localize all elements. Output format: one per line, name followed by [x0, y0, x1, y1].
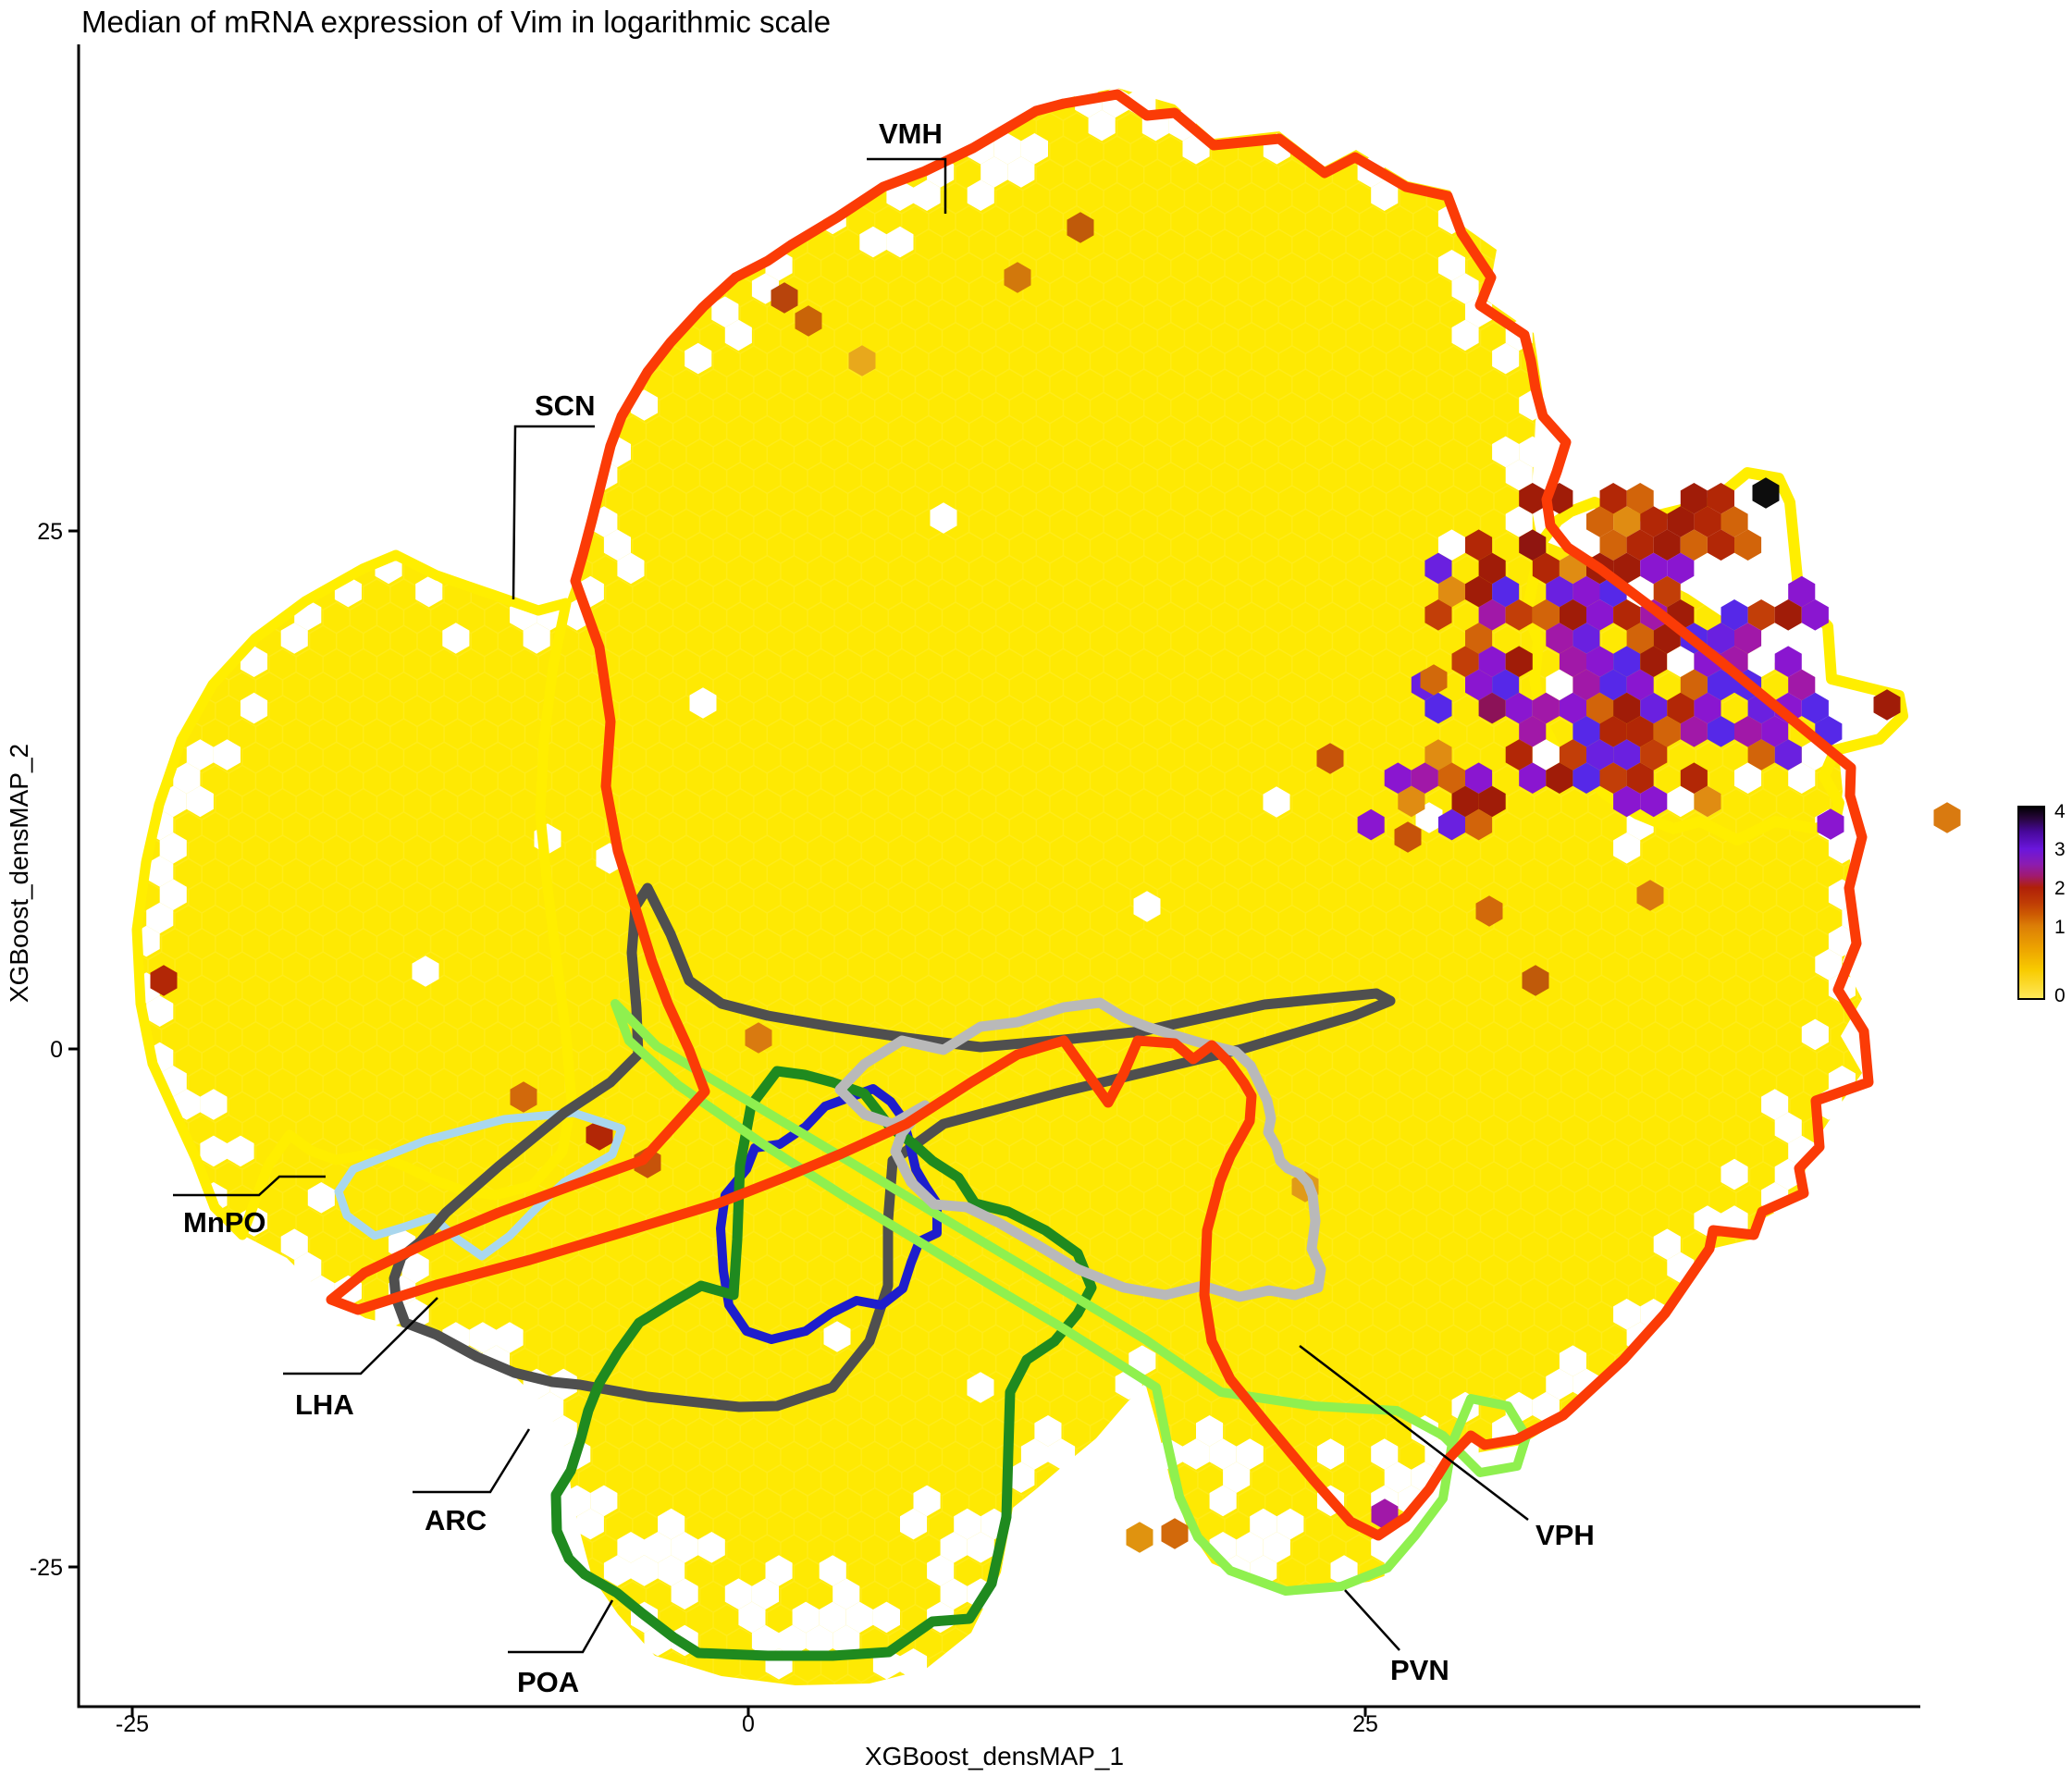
svg-text:4: 4 [2054, 801, 2066, 822]
svg-text:SCN: SCN [535, 389, 595, 422]
svg-text:0: 0 [2054, 985, 2066, 1006]
svg-text:25: 25 [1352, 1711, 1378, 1737]
svg-text:MnPO: MnPO [183, 1206, 266, 1239]
svg-text:VPH: VPH [1536, 1519, 1595, 1551]
svg-text:Median of mRNA expression of V: Median of mRNA expression of Vim in loga… [81, 5, 831, 39]
svg-text:POA: POA [517, 1666, 579, 1698]
svg-text:XGBoost_densMAP_2: XGBoost_densMAP_2 [5, 744, 33, 1003]
svg-text:-25: -25 [116, 1711, 149, 1737]
svg-text:0: 0 [742, 1711, 755, 1737]
svg-text:-25: -25 [30, 1555, 63, 1581]
svg-text:XGBoost_densMAP_1: XGBoost_densMAP_1 [865, 1742, 1124, 1770]
svg-text:2: 2 [2054, 878, 2066, 899]
svg-text:25: 25 [37, 519, 63, 545]
svg-text:LHA: LHA [295, 1388, 354, 1421]
svg-text:VMH: VMH [879, 117, 943, 150]
svg-text:0: 0 [50, 1037, 63, 1063]
svg-text:3: 3 [2054, 839, 2066, 860]
svg-text:PVN: PVN [1390, 1654, 1449, 1686]
svg-text:ARC: ARC [425, 1504, 487, 1536]
svg-text:1: 1 [2054, 917, 2066, 938]
